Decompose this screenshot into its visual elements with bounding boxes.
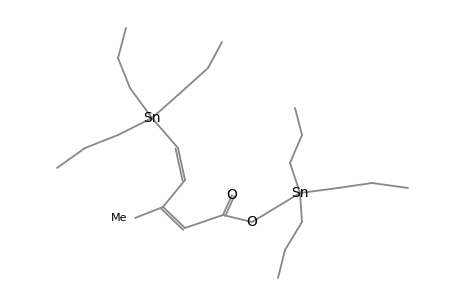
Text: O: O <box>226 188 237 202</box>
Text: Sn: Sn <box>143 111 160 125</box>
Text: Me: Me <box>110 213 127 223</box>
Text: Sn: Sn <box>291 186 308 200</box>
Text: O: O <box>246 215 257 229</box>
